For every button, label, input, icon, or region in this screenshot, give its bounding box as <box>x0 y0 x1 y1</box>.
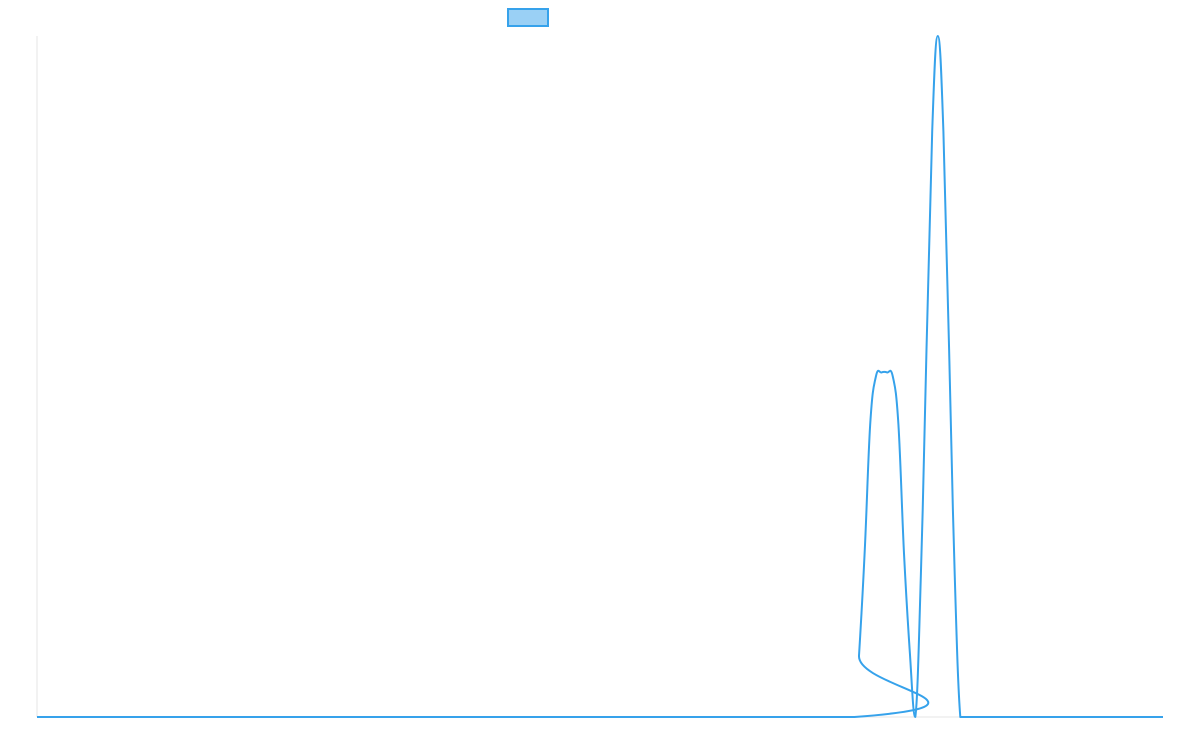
series-layer <box>36 35 1163 719</box>
legend-swatch[interactable] <box>507 8 549 27</box>
series-line-0[interactable] <box>36 35 1163 719</box>
legend[interactable] <box>507 8 549 27</box>
